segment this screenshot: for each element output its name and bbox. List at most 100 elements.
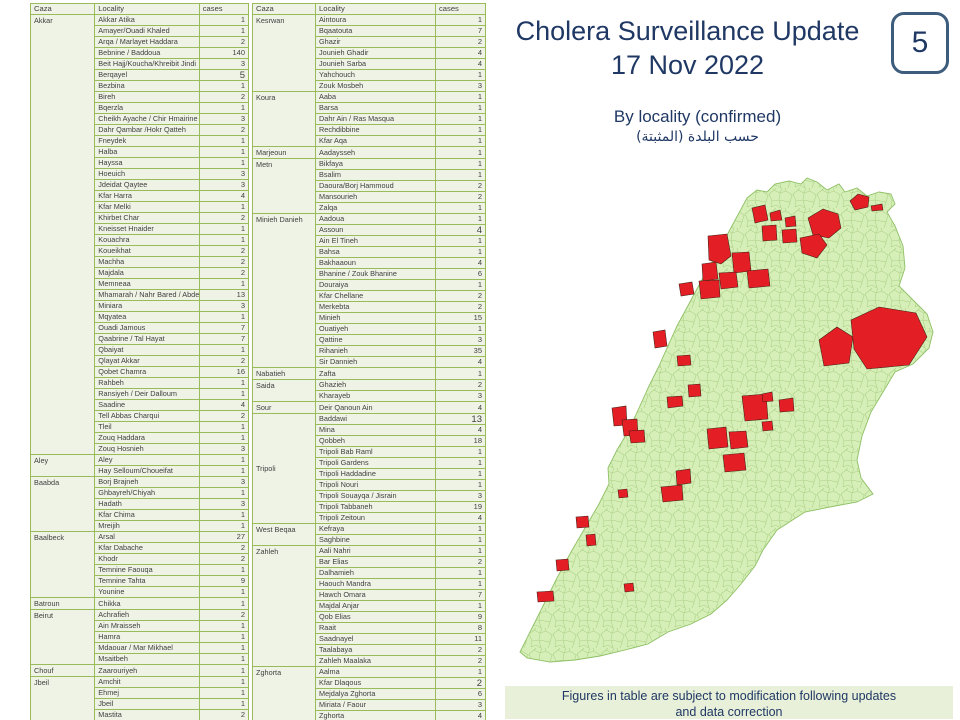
cases-cell: 1 [198,135,250,147]
cases-cell: 1 [435,169,486,181]
caza-cell: Saida [252,379,316,402]
table-row: Amayer/Ouadi Khaled 1 [31,25,250,37]
affected-locality-patch [818,326,854,367]
affected-locality-patch [675,468,692,486]
locality-cell: Tripoli Haddadine [315,468,436,480]
locality-cell: Miriata / Faour [315,699,436,711]
locality-cell: Dahr Qambar /Hokr Qatteh [94,124,200,136]
cases-cell: 3 [435,699,486,711]
locality-cell: Aadoua [315,213,436,225]
table-row: Bqaatouta 7 [253,25,486,37]
locality-cell: Beit Hajj/Koucha/Khreibit Jindi [94,58,200,70]
cases-cell: 3 [435,334,486,346]
table-row: Ghazir 2 [253,36,486,48]
cases-cell: 2 [435,379,486,391]
table-row: Hay Selloum/Choueifat 1 [31,465,250,477]
cases-cell: 1 [435,69,486,81]
cases-cell: 1 [198,620,250,632]
cases-cell: 1 [198,388,250,400]
cases-cell: 1 [435,213,486,225]
cases-cell: 9 [435,611,486,623]
cases-cell: 27 [198,531,250,543]
locality-cell: Hamra [94,631,200,643]
cases-cell: 2 [435,290,486,302]
cases-cell: 1 [198,676,250,688]
locality-cell: Chikka [94,597,200,610]
affected-locality-patch [784,215,797,228]
locality-cell: Hadath [94,498,200,510]
locality-cell: Khodr [94,553,200,565]
table-row: Qattine 3 [253,334,486,346]
affected-locality-patch [628,429,646,444]
locality-cell: Qlayat Akkar [94,355,200,367]
locality-cell: Kouachra [94,234,200,246]
column-header-caza: Caza [252,3,316,15]
cases-cell: 1 [435,600,486,612]
cases-cell: 1 [435,235,486,247]
table-row: West Beqaa Kefraya 1 [252,523,486,546]
locality-borders-texture [520,178,933,662]
cases-cell: 1 [435,323,486,335]
locality-cell: Zalqa [315,202,436,214]
locality-cell: Kfar Dlaqous [315,677,436,689]
cases-cell: 3 [198,113,250,125]
table-row: Chouf Zaarouriyeh 1 [29,664,250,677]
locality-cell: Kneisset Hnaider [94,223,200,235]
cases-cell: 16 [198,366,250,378]
locality-cell: Taalabaya [315,644,436,656]
locality-cell: Kfar Chellane [315,290,436,302]
locality-cell: Assoun [315,224,436,236]
table-row: Hamra 1 [31,631,250,643]
cases-cell: 2 [198,212,250,224]
cases-cell: 1 [435,135,486,147]
affected-locality-patch [769,209,783,222]
caza-cell: Chouf [29,664,96,677]
locality-cell: Cheikh Ayache / Chir Hmairine [94,113,200,125]
cases-cell: 1 [198,25,250,37]
affected-locality-patch [706,426,729,450]
column-header-locality: Locality [315,3,436,15]
table-row: Tripoli Baddawi 13 [252,413,486,524]
affected-locality-patch [687,383,702,398]
table-row: Jbeil 1 [31,698,250,710]
locality-cell: Ghazieh [315,379,436,391]
cases-cell: 3 [435,80,486,92]
locality-cell: Saadine [94,399,200,411]
table-row: Memneaa 1 [31,278,250,290]
cases-cell: 1 [198,146,250,158]
affected-locality-patch [617,488,629,499]
table-row: Qaabrine / Tal Hayat 7 [31,333,250,345]
table-row: Zahleh Aali Nahri 1 [252,545,486,667]
column-header-cases: cases [198,3,250,15]
table-row: Koura Aaba 1 [252,91,486,147]
cases-cell: 7 [435,25,486,37]
locality-cell: Bebnine / Baddoua [94,47,200,59]
table-row: Hayssa 1 [31,157,250,169]
locality-cell: Majdala [94,267,200,279]
locality-cell: Qobbeh [315,435,436,447]
locality-cell: Hay Selloum/Choueifat [94,465,200,477]
locality-cell: Minieh [315,312,436,324]
affected-locality-patch [555,558,570,572]
cases-cell: 1 [435,545,486,557]
locality-cell: Qattine [315,334,436,346]
locality-cell: Mansourieh [315,191,436,203]
caza-cell: Metn [252,158,316,214]
cases-cell: 3 [435,390,486,402]
locality-cell: Saadnayel [315,633,436,645]
locality-cell: Ouatiyeh [315,323,436,335]
cases-cell: 1 [198,586,250,598]
cases-cell: 1 [198,421,250,433]
cases-cell: 4 [435,401,486,414]
locality-cell: Msaitbeh [94,653,200,665]
locality-cell: Mreijih [94,520,200,532]
table-row: Jounieh Sarba 4 [253,58,486,70]
caza-cell: Beirut [29,609,96,665]
caza-cell: Nabatieh [252,367,316,380]
cases-cell: 7 [198,322,250,334]
cases-cell: 1 [435,279,486,291]
locality-cell: Kfar Harra [94,190,200,202]
locality-cell: Bqaatouta [315,25,436,37]
table-row: Marjeoun Aadaysseh 1 [252,146,486,159]
locality-cell: Ghazir [315,36,436,48]
